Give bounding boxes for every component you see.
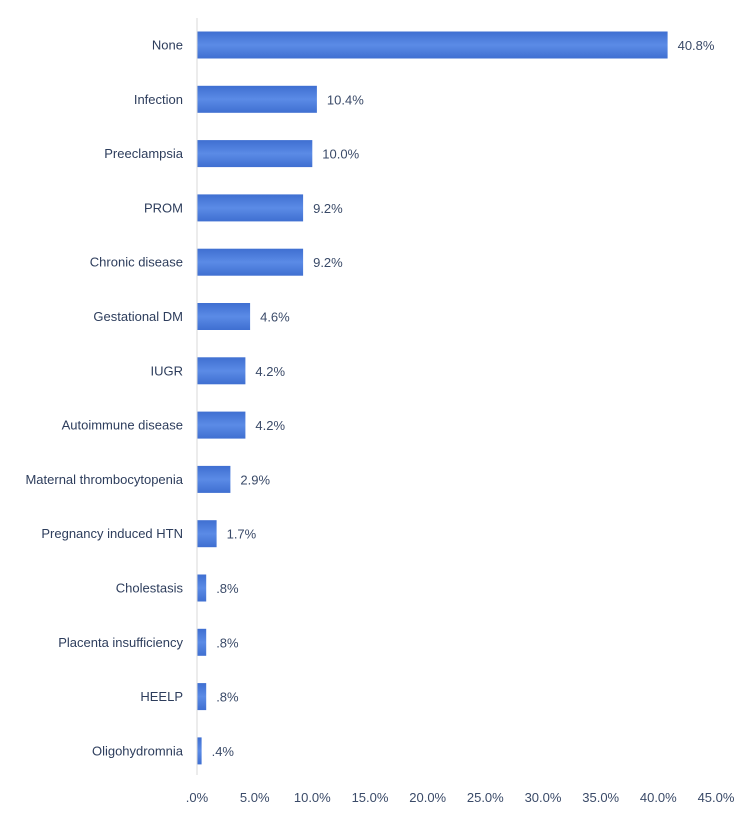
bar-autoimmune-disease [197,411,246,439]
bar-iugr [197,357,246,385]
value-labels-group: 40.8% 10.4% 10.0% 9.2% 9.2% 4.6% 4.2% 4.2% 2.9% 1… [212,38,715,759]
value-label: 4.2% [255,364,285,379]
bar-preeclampsia [197,140,313,168]
value-label: .8% [216,690,239,705]
value-label: 4.6% [260,310,290,325]
category-label: Gestational DM [93,309,183,324]
x-tick-label: 45.0% [698,790,735,805]
value-label: .4% [212,744,235,759]
category-label: Placenta insufficiency [58,635,183,650]
x-tick-label: 35.0% [582,790,619,805]
category-label: Cholestasis [116,581,184,596]
bars-group [197,31,668,765]
bar-oligohydromnia [197,737,202,765]
category-label: IUGR [151,363,184,378]
bar-gestational-dm [197,303,251,330]
category-label: Autoimmune disease [62,418,183,433]
x-tick-label: 25.0% [467,790,504,805]
x-tick-label: 15.0% [352,790,389,805]
category-labels-group: None Infection Preeclampsia PROM Chronic dis… [25,38,183,759]
category-label: Infection [134,92,183,107]
value-label: 9.2% [313,255,343,270]
value-label: .8% [216,635,239,650]
x-tick-label: 10.0% [294,790,331,805]
value-label: 40.8% [678,38,715,53]
category-label: Oligohydromnia [92,743,184,758]
value-label: 4.2% [255,418,285,433]
value-label: 10.0% [322,147,359,162]
value-label: 10.4% [327,92,364,107]
x-tick-label: 40.0% [640,790,677,805]
category-label: Chronic disease [90,255,183,270]
category-label: PROM [144,200,183,215]
category-label: Pregnancy induced HTN [41,526,183,541]
x-tick-label: .0% [186,790,209,805]
bar-cholestasis [197,574,207,602]
bar-heelp [197,683,207,711]
value-label: 2.9% [240,472,270,487]
value-label: .8% [216,581,239,596]
bar-none [197,31,668,59]
x-tick-label: 20.0% [409,790,446,805]
x-tick-label: 30.0% [525,790,562,805]
bar-pregnancy-induced-htn [197,520,217,548]
value-label: 1.7% [227,527,257,542]
bar-infection [197,85,317,113]
x-tick-label: 5.0% [240,790,270,805]
bar-chronic-disease [197,248,304,276]
bar-prom [197,194,304,222]
value-label: 9.2% [313,201,343,216]
category-label: Preeclampsia [104,146,184,161]
category-label: HEELP [140,689,183,704]
category-label: None [152,38,183,53]
bar-placenta-insufficiency [197,628,207,656]
category-label: Maternal thrombocytopenia [25,472,183,487]
bar-maternal-thrombocytopenia [197,465,231,493]
x-tick-labels-group: .0% 5.0% 10.0% 15.0% 20.0% 25.0% 30.0% 35.0% 40.… [186,790,735,805]
